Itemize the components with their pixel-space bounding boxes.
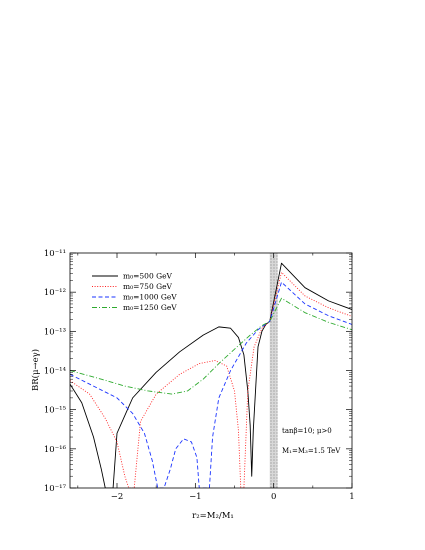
- x-tick-label: 0: [271, 492, 276, 502]
- excluded-band: [269, 253, 278, 488]
- x-tick-label: 1: [349, 492, 354, 502]
- y-tick-label: 10⁻¹⁵: [44, 406, 67, 416]
- y-tick-label: 10⁻¹⁶: [44, 445, 67, 455]
- x-axis-label: r₂=M₂/M₁: [192, 511, 234, 521]
- y-ticks: 10⁻¹⁷ 10⁻¹⁶ 10⁻¹⁵ 10⁻¹⁴ 10⁻¹³ 10⁻¹² 10⁻¹¹: [44, 249, 352, 494]
- x-ticks: −2 −1 0 1: [77, 253, 355, 502]
- legend-label: m₀=750 GeV: [123, 282, 173, 291]
- legend-label: m₀=500 GeV: [123, 272, 173, 281]
- y-axis-label: BR(μ→eγ): [30, 349, 41, 391]
- y-tick-label: 10⁻¹³: [44, 327, 66, 337]
- x-tick-label: −1: [189, 492, 202, 502]
- y-tick-label: 10⁻¹²: [44, 288, 66, 298]
- series-lines: [70, 262, 352, 488]
- y-tick-label: 10⁻¹⁴: [44, 367, 67, 377]
- y-tick-label: 10⁻¹¹: [44, 249, 66, 259]
- annotation-tanbeta: tanβ=10; μ>0: [282, 427, 332, 435]
- legend-label: m₀=1250 GeV: [123, 303, 177, 312]
- series-line-2: [70, 281, 352, 488]
- legend-label: m₀=1000 GeV: [123, 293, 177, 302]
- series-line-3: [70, 297, 352, 395]
- x-tick-label: −2: [111, 492, 124, 502]
- y-tick-label: 10⁻¹⁷: [44, 484, 67, 494]
- annotation-masses: M₁=M₃=1.5 TeV: [282, 447, 341, 455]
